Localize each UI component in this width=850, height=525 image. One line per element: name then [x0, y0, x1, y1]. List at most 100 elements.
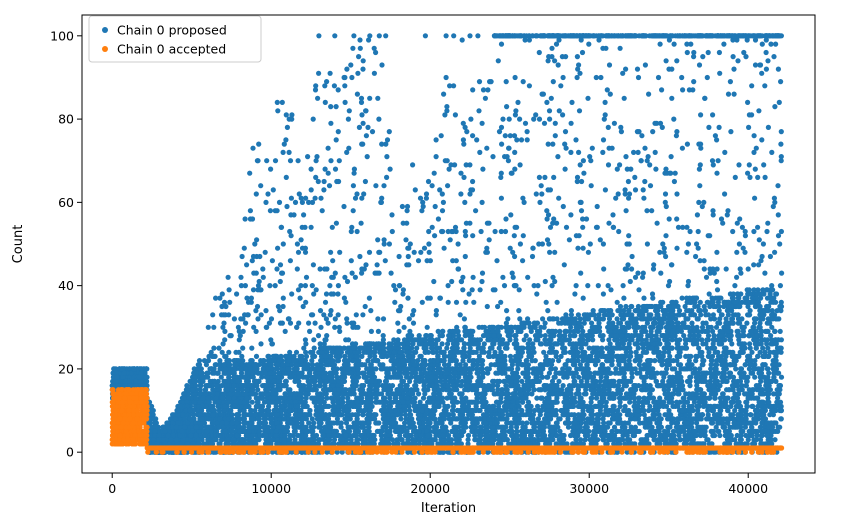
proposed-point	[765, 345, 771, 351]
proposed-point	[772, 249, 778, 255]
proposed-point	[362, 178, 368, 185]
proposed-point	[579, 49, 586, 56]
proposed-point	[500, 274, 506, 280]
proposed-point	[315, 333, 322, 339]
proposed-point	[114, 374, 120, 380]
proposed-point	[679, 74, 685, 81]
proposed-point	[267, 283, 273, 289]
proposed-point	[241, 245, 247, 251]
proposed-point	[213, 295, 219, 301]
proposed-point	[363, 262, 369, 268]
proposed-point	[255, 158, 261, 164]
proposed-point	[541, 349, 547, 355]
proposed-point	[655, 407, 661, 414]
proposed-point	[576, 233, 582, 239]
proposed-point	[283, 137, 289, 143]
proposed-point	[647, 162, 653, 168]
proposed-point	[777, 283, 784, 289]
proposed-point	[663, 253, 669, 260]
proposed-point	[454, 341, 460, 347]
proposed-point	[254, 303, 261, 310]
proposed-point	[695, 228, 701, 235]
proposed-point	[615, 358, 621, 364]
proposed-point	[416, 378, 423, 384]
proposed-point	[677, 437, 683, 443]
proposed-point	[496, 403, 502, 409]
proposed-point	[623, 66, 629, 72]
proposed-point	[517, 162, 523, 168]
proposed-point	[407, 407, 413, 414]
proposed-point	[143, 366, 149, 372]
proposed-point	[429, 183, 435, 189]
proposed-point	[287, 158, 294, 164]
proposed-point	[247, 208, 253, 214]
proposed-point	[730, 228, 736, 235]
proposed-point	[559, 54, 566, 60]
proposed-point	[405, 341, 411, 347]
proposed-point	[128, 370, 134, 376]
proposed-point	[623, 154, 629, 160]
proposed-point	[462, 124, 468, 130]
proposed-point	[660, 241, 666, 247]
proposed-point	[316, 70, 322, 76]
proposed-point	[492, 287, 498, 293]
proposed-point	[355, 324, 361, 330]
proposed-point	[585, 283, 591, 289]
proposed-point	[373, 49, 379, 56]
proposed-point	[367, 95, 373, 101]
proposed-point	[327, 312, 333, 318]
proposed-point	[550, 79, 556, 85]
proposed-point	[753, 145, 759, 151]
proposed-point	[536, 49, 542, 56]
proposed-point	[731, 66, 737, 72]
proposed-point	[341, 203, 347, 210]
proposed-point	[710, 112, 716, 118]
proposed-point	[315, 95, 321, 101]
proposed-point	[554, 299, 560, 305]
proposed-point	[238, 283, 244, 289]
proposed-point	[141, 383, 147, 389]
proposed-point	[477, 437, 483, 443]
proposed-point	[298, 237, 304, 243]
proposed-point	[250, 287, 257, 293]
proposed-point	[597, 237, 603, 243]
proposed-point	[490, 154, 496, 160]
proposed-point	[616, 228, 622, 235]
proposed-point	[642, 178, 648, 185]
proposed-point	[586, 41, 592, 47]
proposed-point	[341, 295, 347, 301]
proposed-point	[732, 174, 738, 180]
proposed-point	[260, 266, 266, 272]
proposed-point	[426, 241, 432, 247]
proposed-point	[650, 295, 656, 301]
proposed-point	[562, 333, 568, 339]
proposed-point	[574, 74, 580, 81]
proposed-point	[725, 91, 732, 97]
proposed-point	[691, 79, 697, 85]
proposed-point	[470, 178, 476, 185]
proposed-point	[649, 208, 655, 214]
proposed-point	[684, 141, 691, 147]
proposed-point	[255, 316, 261, 322]
proposed-point	[558, 353, 564, 359]
proposed-point	[303, 274, 310, 280]
proposed-point	[730, 37, 736, 43]
proposed-point	[249, 345, 255, 351]
proposed-point	[330, 258, 336, 264]
proposed-point	[714, 170, 720, 176]
proposed-point	[752, 166, 758, 172]
proposed-point	[143, 374, 149, 380]
proposed-point	[478, 228, 484, 235]
proposed-point	[674, 129, 680, 135]
proposed-point	[648, 303, 654, 310]
proposed-point	[606, 320, 612, 326]
proposed-point	[113, 378, 119, 384]
proposed-point	[746, 312, 752, 318]
proposed-point	[606, 220, 612, 226]
proposed-point	[645, 154, 651, 160]
proposed-point	[629, 266, 635, 272]
proposed-point	[751, 228, 757, 235]
proposed-point	[477, 287, 483, 293]
proposed-point	[632, 187, 639, 193]
proposed-point	[267, 208, 273, 214]
